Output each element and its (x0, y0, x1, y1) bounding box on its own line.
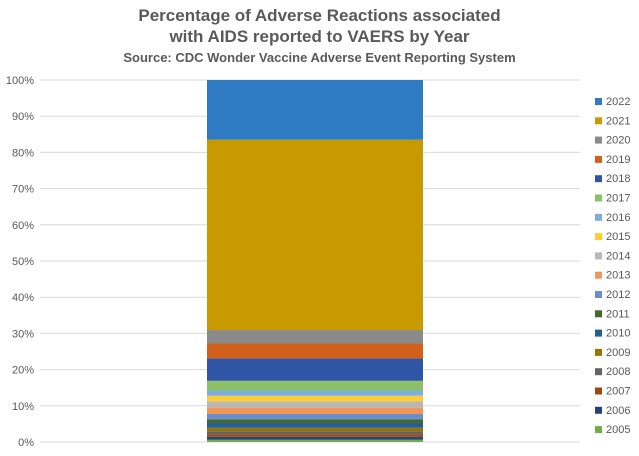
bar-segment-2015 (207, 395, 423, 402)
y-tick-label: 30% (12, 328, 34, 340)
bar-segment-2017 (207, 380, 423, 391)
legend-swatch (595, 387, 602, 395)
bar-segment-2021 (207, 139, 423, 331)
bar-segment-2018 (207, 358, 423, 381)
legend-label: 2006 (606, 405, 630, 417)
legend-label: 2017 (606, 193, 630, 205)
legend-label: 2020 (606, 135, 630, 147)
legend-label: 2011 (606, 308, 630, 320)
bar-segment-2022 (207, 80, 423, 140)
bar-segments (207, 80, 423, 442)
bar-segment-2007 (207, 434, 423, 437)
legend-swatch (595, 194, 602, 202)
legend-swatch (595, 117, 602, 125)
legend-label: 2013 (606, 270, 630, 282)
legend-swatch (595, 291, 602, 298)
y-tick-label: 40% (12, 292, 34, 304)
y-tick-label: 0% (18, 437, 34, 449)
bar-segment-2010 (207, 422, 423, 428)
legend: 2022 2021 2020 2019 2018 2017 2016 2015 2014 2013… (595, 96, 630, 436)
legend-swatch (595, 98, 602, 105)
bar-segment-2020 (207, 330, 423, 344)
bar-segment-2011 (207, 419, 423, 423)
legend-label: 2010 (606, 328, 630, 340)
legend-label: 2016 (606, 212, 630, 224)
legend-swatch (595, 252, 602, 260)
legend-label: 2012 (606, 289, 630, 301)
y-tick-label: 100% (6, 75, 34, 87)
legend-label: 2005 (606, 424, 630, 436)
legend-swatch (595, 175, 602, 183)
y-tick-label: 50% (12, 256, 34, 268)
legend-label: 2015 (606, 231, 630, 243)
legend-swatch (595, 368, 602, 376)
legend-label: 2014 (606, 250, 630, 262)
legend-swatch (595, 233, 602, 241)
legend-swatch (595, 136, 602, 144)
y-tick-label: 10% (12, 401, 34, 413)
y-tick-label: 20% (12, 365, 34, 377)
bar-segment-2014 (207, 401, 423, 408)
legend-swatch (595, 213, 602, 221)
bar-segment-2005 (207, 439, 423, 442)
legend-label: 2019 (606, 154, 630, 166)
bar-segment-2006 (207, 436, 423, 440)
legend-swatch (595, 310, 602, 318)
y-axis-tick-labels: 0% 10% 20% 30% 40% 50% 60% 70% 80% 90% 100% (6, 75, 34, 449)
legend-swatch (595, 348, 602, 356)
bar-segment-2012 (207, 414, 423, 420)
bar-segment-2019 (207, 343, 423, 359)
legend-label: 2008 (606, 366, 630, 378)
y-tick-label: 70% (12, 184, 34, 196)
legend-label: 2021 (606, 115, 630, 127)
bar-segment-2013 (207, 407, 423, 415)
chart-title-line-1: Percentage of Adverse Reactions associat… (138, 6, 501, 25)
legend-swatch (595, 155, 602, 163)
legend-label: 2007 (606, 386, 630, 398)
y-tick-label: 60% (12, 220, 34, 232)
legend-swatch (595, 406, 602, 414)
chart-title-line-2: with AIDS reported to VAERS by Year (169, 27, 470, 46)
bar-segment-2009 (207, 427, 423, 432)
bar-segment-2016 (207, 390, 423, 396)
legend-label: 2009 (606, 347, 630, 359)
legend-swatch (595, 329, 602, 337)
y-tick-label: 90% (12, 111, 34, 123)
y-tick-label: 80% (12, 147, 34, 159)
legend-label: 2022 (606, 96, 630, 108)
chart-subtitle: Source: CDC Wonder Vaccine Adverse Event… (123, 50, 516, 65)
legend-swatch (595, 426, 602, 434)
legend-label: 2018 (606, 173, 630, 185)
bar-segment-2008 (207, 431, 423, 435)
legend-swatch (595, 271, 602, 279)
